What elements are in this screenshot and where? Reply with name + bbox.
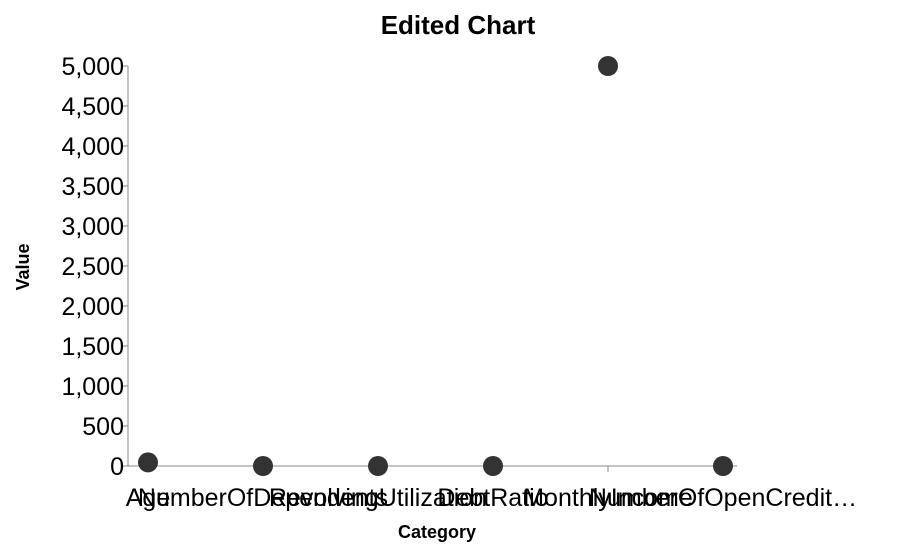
y-tick-label: 5,000 <box>61 53 124 81</box>
x-tick-label: DebtRatio <box>437 484 548 512</box>
data-point <box>483 456 503 476</box>
y-tick-label: 1,000 <box>61 373 124 401</box>
data-point <box>713 456 733 476</box>
y-tick-label: 4,000 <box>61 133 124 161</box>
chart-title: Edited Chart <box>381 10 536 40</box>
x-tick-group: AgeNumberOfDependentsRevolvingUtilizatio… <box>126 466 857 512</box>
y-tick-label: 1,500 <box>61 333 124 361</box>
y-tick-group: 0 500 1,000 1,500 2,000 2,500 3,000 3,500 4,000 4… <box>61 53 128 481</box>
y-tick-label: 3,500 <box>61 173 124 201</box>
x-tick-label: MonthlyIncome <box>523 484 693 512</box>
data-point <box>598 56 618 76</box>
data-point <box>368 456 388 476</box>
y-tick-label: 4,500 <box>61 93 124 121</box>
y-tick-label: 0 <box>110 453 124 481</box>
data-point <box>138 452 158 473</box>
y-axis-title: Value <box>13 243 33 290</box>
y-tick-label: 2,500 <box>61 253 124 281</box>
x-tick-label: NumberOfOpenCredit… <box>589 484 857 512</box>
x-tick-label: NumberOfDependents <box>138 484 388 512</box>
x-tick-label: Age <box>126 484 170 512</box>
y-tick-label: 500 <box>82 413 124 441</box>
data-point-group <box>138 56 733 476</box>
y-tick-label: 2,000 <box>61 293 124 321</box>
x-tick-label: RevolvingUtilization <box>269 484 487 512</box>
y-tick-label: 3,000 <box>61 213 124 241</box>
x-axis-title: Category <box>398 522 476 542</box>
data-point <box>253 456 273 476</box>
